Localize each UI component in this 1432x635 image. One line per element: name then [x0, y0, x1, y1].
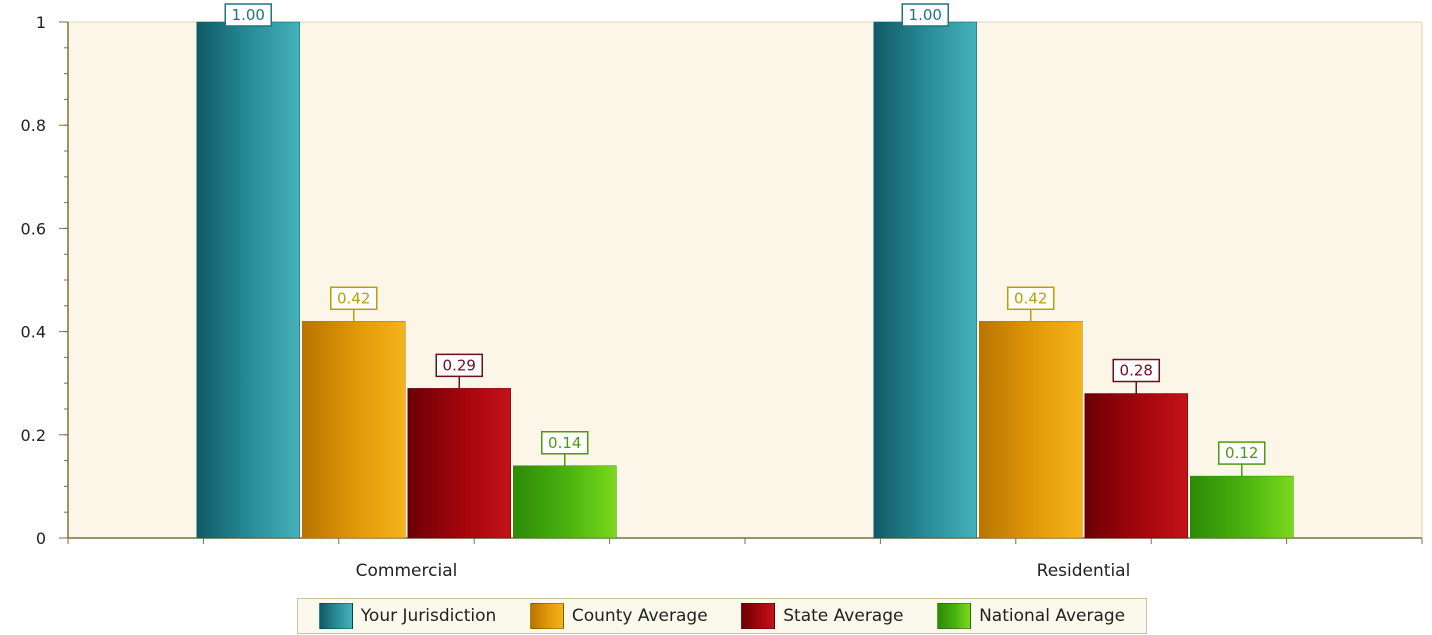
data-label: 0.29	[443, 356, 476, 374]
legend: Your Jurisdiction County Average State Ave…	[297, 598, 1147, 634]
bar	[196, 21, 300, 539]
data-label: 1.00	[232, 6, 265, 24]
x-axis	[67, 537, 1423, 544]
bar	[407, 388, 511, 539]
y-tick-label: 0.2	[21, 426, 46, 445]
bar	[1084, 393, 1188, 539]
data-label-box	[1218, 441, 1266, 465]
category-labels: Commercial Residential	[356, 561, 1131, 581]
bar	[513, 465, 617, 539]
bar	[979, 321, 1083, 539]
legend-item: Your Jurisdiction	[318, 603, 497, 629]
legend-label: State Average	[783, 606, 904, 626]
y-axis: 0 0.2 0.4 0.6 0.8 1	[21, 13, 69, 548]
legend-label: Your Jurisdiction	[360, 606, 497, 626]
data-label: 0.14	[548, 434, 581, 452]
data-label: 0.12	[1225, 444, 1258, 462]
legend-label: National Average	[979, 606, 1126, 626]
data-label: 0.42	[1014, 289, 1047, 307]
chart-canvas: 0 0.2 0.4 0.6 0.8 1 1.00 0.42 0.29 0.14 1.00 0.42 0…	[21, 3, 1423, 581]
bar	[302, 321, 406, 539]
data-label-box	[901, 3, 949, 27]
legend-item: National Average	[937, 603, 1125, 629]
data-label-box	[330, 286, 378, 311]
y-tick-label: 1	[36, 13, 46, 32]
legend-label: County Average	[571, 606, 708, 626]
bar	[1190, 475, 1294, 539]
data-labels: 1.00 0.42 0.29 0.14 1.00 0.42 0.28 0.12	[224, 3, 1266, 477]
bar	[873, 21, 977, 539]
y-tick-label: 0.8	[21, 116, 46, 135]
category-label: Commercial	[356, 561, 458, 581]
data-label: 0.42	[337, 289, 370, 307]
legend-item: County Average	[529, 603, 708, 629]
legend-swatch	[741, 603, 776, 629]
y-tick-label: 0	[36, 529, 46, 548]
category-label: Residential	[1037, 561, 1131, 581]
data-label-box	[1007, 286, 1055, 311]
legend-swatch	[937, 603, 972, 629]
data-label-box	[435, 353, 483, 378]
legend-swatch	[529, 603, 564, 629]
y-tick-label: 0.6	[21, 219, 46, 238]
legend-item: State Average	[741, 603, 903, 629]
data-label-box	[541, 431, 589, 455]
legend-swatch	[318, 603, 353, 629]
data-label: 1.00	[909, 6, 942, 24]
bars	[196, 21, 1294, 539]
data-label-box	[224, 3, 272, 27]
y-tick-label: 0.4	[21, 323, 46, 342]
data-label-box	[1112, 358, 1160, 383]
data-label: 0.28	[1120, 362, 1153, 380]
